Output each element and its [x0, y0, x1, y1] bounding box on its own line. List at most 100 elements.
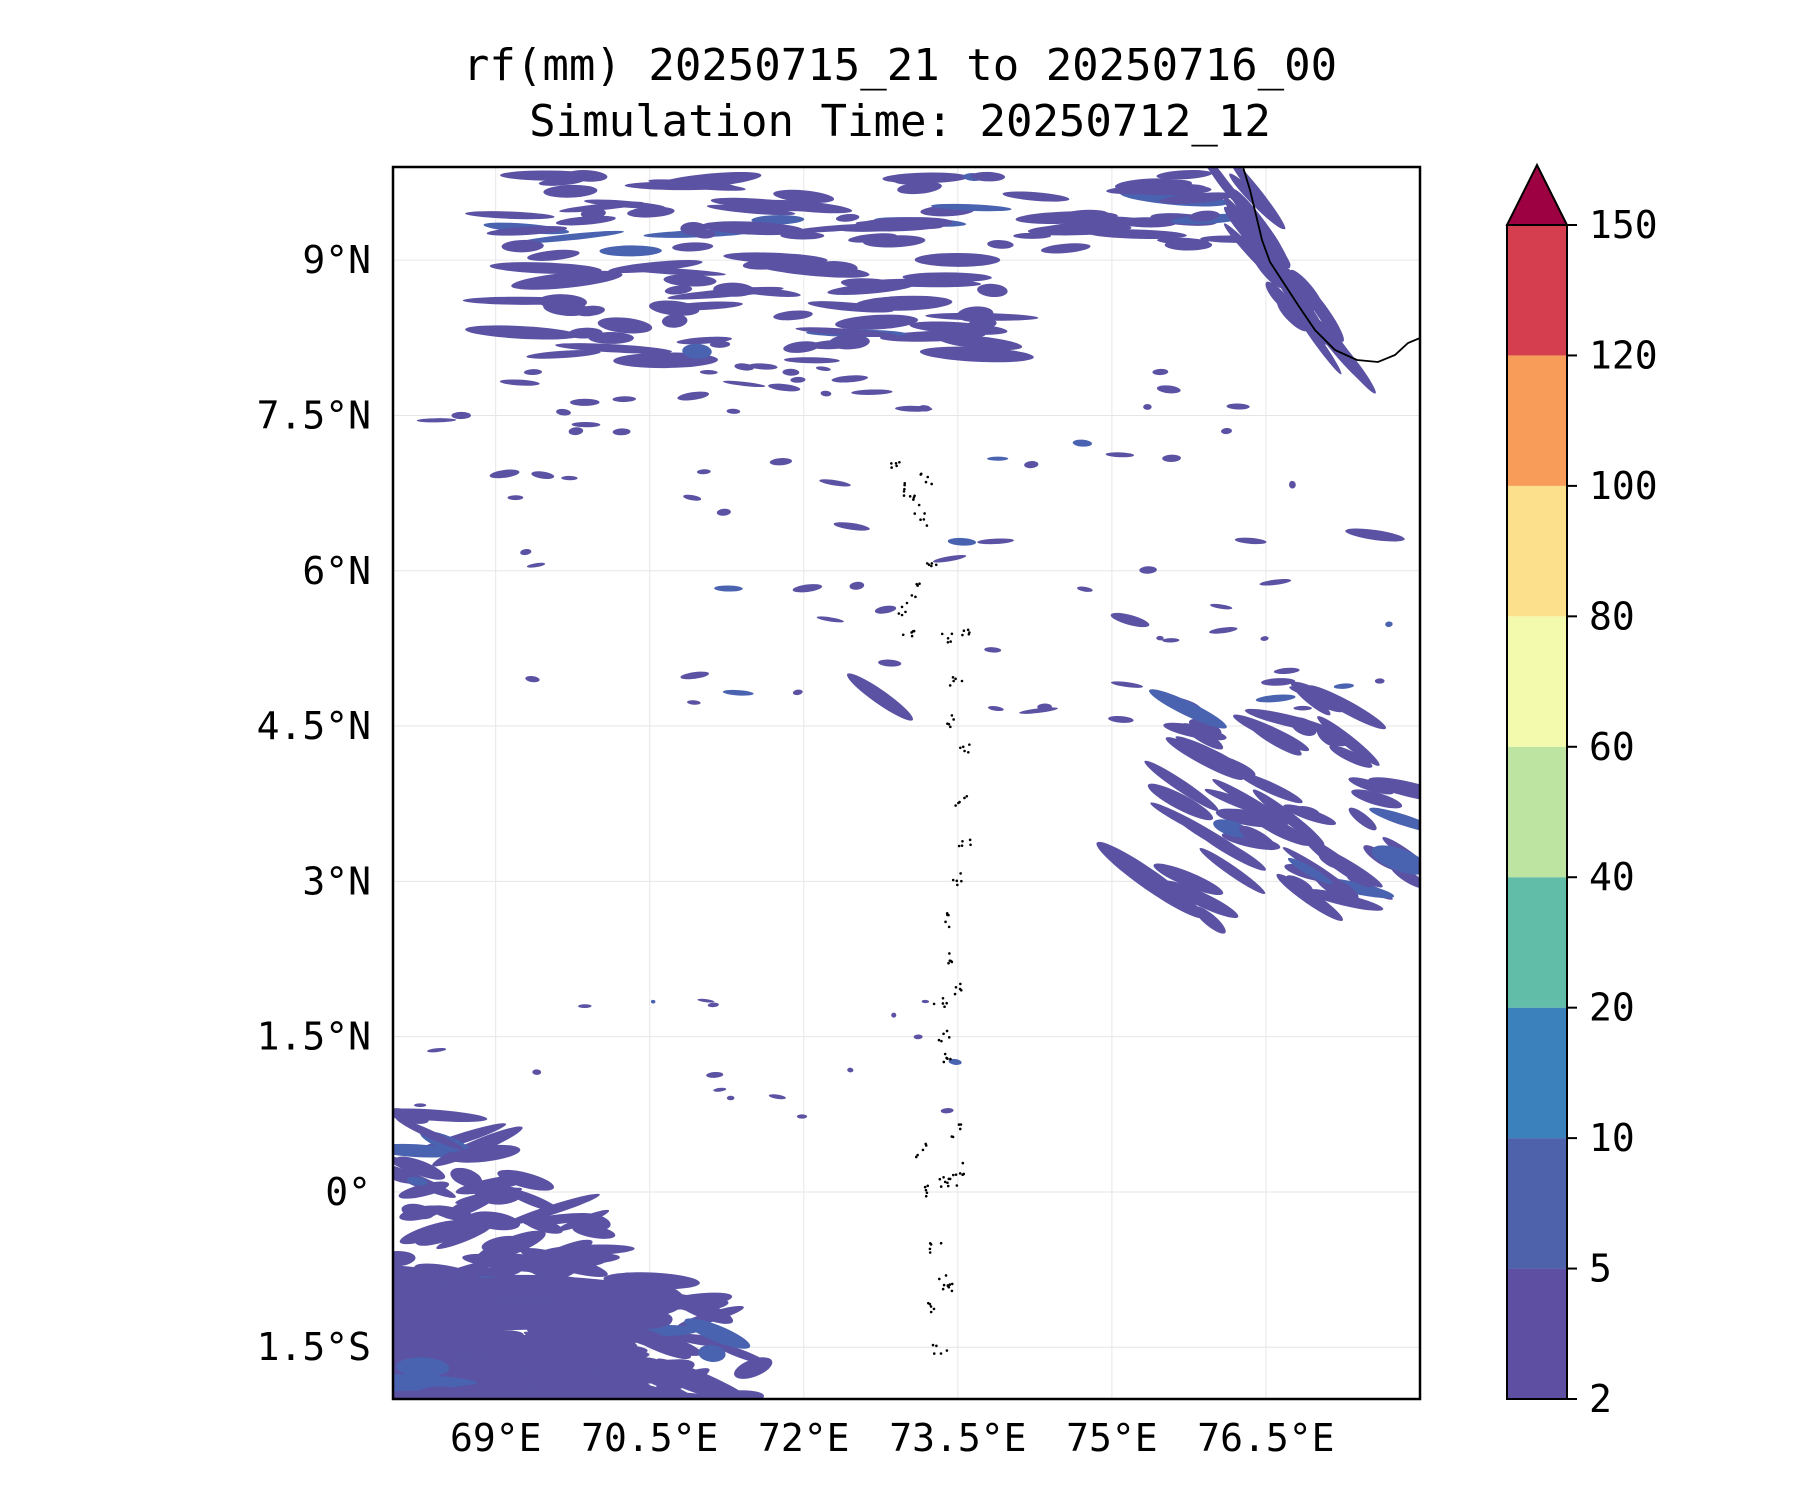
rain-patch: [1002, 191, 1070, 202]
island-dot: [954, 804, 957, 807]
colorbar-segment: [1507, 1268, 1567, 1399]
island-dot: [958, 1172, 962, 1175]
rain-patch: [451, 411, 471, 420]
rain-patch: [1287, 857, 1333, 885]
island-dot: [942, 1060, 946, 1064]
island-dot: [947, 1036, 951, 1039]
island-dot: [955, 879, 959, 883]
rain-patch: [1369, 807, 1420, 833]
rain-patch: [987, 456, 1009, 461]
island-dot: [939, 1352, 943, 1355]
rain-patch: [676, 336, 732, 345]
rain-patch: [1189, 210, 1220, 222]
island-dot: [961, 633, 964, 637]
island-dot: [943, 1052, 947, 1056]
rain-patch: [1260, 636, 1269, 641]
island-dot: [924, 1194, 928, 1198]
rain-patch: [1156, 635, 1164, 641]
island-dot: [912, 498, 915, 501]
lat-tick-label: 1.5°S: [257, 1325, 371, 1369]
island-dot: [918, 582, 921, 585]
colorbar-tick-label: 2: [1589, 1377, 1612, 1421]
island-dot: [943, 1005, 946, 1009]
rain-patch: [795, 327, 898, 337]
island-dot: [961, 745, 965, 749]
rain-patch: [543, 184, 598, 198]
rain-patch: [796, 1114, 808, 1119]
rain-patch: [697, 998, 715, 1003]
rain-patch: [1223, 223, 1287, 291]
rain-patch: [568, 427, 584, 436]
rain-patch: [561, 475, 578, 481]
rain-patch: [455, 1174, 531, 1195]
island-dot: [926, 1184, 930, 1188]
rain-patch: [977, 538, 1014, 545]
island-dot: [890, 466, 893, 469]
rain-patch: [1213, 819, 1250, 838]
rain-patch: [450, 1167, 483, 1188]
rain-patch: [714, 585, 743, 592]
rain-patch: [608, 260, 703, 273]
colorbar-extend-arrow: [1505, 162, 1569, 226]
rain-patch: [526, 350, 601, 359]
lon-tick-label: 75°E: [1066, 1416, 1158, 1460]
rain-patch: [1385, 621, 1393, 627]
rain-patch: [562, 1350, 607, 1364]
rain-patch: [977, 283, 1008, 298]
rain-patch: [648, 1364, 733, 1399]
rain-patch: [1153, 863, 1224, 896]
colorbar-segment: [1507, 225, 1567, 356]
rain-patch: [847, 1067, 854, 1073]
island-dot: [934, 563, 938, 567]
rain-patch: [783, 357, 840, 364]
rain-patch: [1019, 707, 1058, 714]
rain-patch: [393, 1251, 416, 1267]
island-dot: [967, 632, 971, 636]
island-dot: [900, 605, 904, 609]
island-dot: [968, 838, 972, 842]
island-dot: [910, 631, 913, 634]
island-dot: [939, 1241, 943, 1245]
rain-patch: [393, 1143, 457, 1158]
island-dot: [902, 490, 906, 493]
island-dot: [950, 1135, 954, 1138]
rain-patch: [540, 1297, 672, 1312]
island-dot: [922, 518, 926, 521]
rain-patch: [1143, 403, 1152, 410]
rain-patch: [1277, 300, 1308, 332]
rain-patch: [1157, 237, 1210, 245]
rain-patch: [401, 1203, 435, 1220]
island-dot: [947, 1285, 951, 1289]
rain-patch: [481, 1235, 523, 1253]
island-dot: [898, 460, 901, 464]
rain-patch: [680, 221, 707, 236]
island-dot: [957, 844, 961, 848]
rain-patch: [1323, 326, 1355, 368]
rain-patch: [1114, 178, 1177, 191]
rain-patch: [652, 172, 762, 190]
island-dot: [928, 1251, 932, 1254]
island-dot: [963, 796, 966, 800]
rain-patch: [1261, 678, 1296, 686]
rain-patch: [921, 999, 930, 1004]
rain-patch: [393, 1317, 468, 1335]
rain-patch: [768, 1094, 786, 1100]
rain-patch: [557, 1325, 620, 1341]
rain-patch: [1348, 777, 1394, 795]
island-dot: [932, 1352, 936, 1355]
rain-patch: [853, 217, 953, 232]
rain-patch: [751, 215, 805, 225]
rain-patch: [1333, 683, 1354, 689]
india-coastline: [1242, 167, 1420, 363]
island-dot: [946, 1181, 949, 1185]
island-dot: [931, 1343, 935, 1347]
island-dot: [961, 1173, 964, 1177]
rain-patch: [769, 458, 793, 466]
coastlines: [1242, 167, 1420, 363]
rain-patch: [1210, 603, 1233, 610]
rain-patch: [1252, 789, 1325, 846]
rain-patch: [846, 673, 914, 721]
island-dot: [956, 883, 959, 887]
island-dot: [949, 1057, 952, 1061]
island-dot: [950, 1282, 954, 1286]
